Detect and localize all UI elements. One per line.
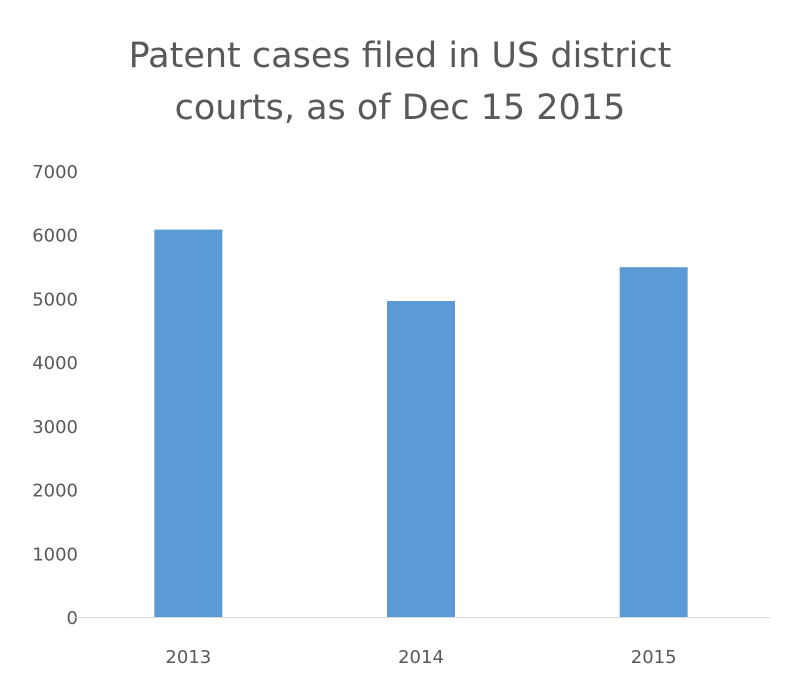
chart-title-line-2: courts, as of Dec 15 2015 bbox=[174, 88, 626, 128]
x-tick-label: 2014 bbox=[398, 647, 444, 668]
y-tick-label: 2000 bbox=[32, 481, 78, 502]
y-tick-label: 1000 bbox=[32, 544, 78, 565]
y-tick-label: 5000 bbox=[32, 289, 78, 310]
chart-title-line-1: Patent cases filed in US district bbox=[128, 36, 672, 76]
y-tick-label: 0 bbox=[67, 608, 78, 629]
x-tick-label: 2013 bbox=[165, 647, 211, 668]
y-tick-label: 6000 bbox=[32, 226, 78, 247]
bar-2013 bbox=[154, 229, 223, 618]
bar-2014 bbox=[387, 300, 455, 617]
y-tick-label: 7000 bbox=[32, 162, 78, 183]
y-tick-label: 4000 bbox=[32, 353, 78, 374]
chart-title: Patent cases filed in US district courts… bbox=[0, 30, 800, 134]
y-tick-label: 3000 bbox=[32, 417, 78, 438]
bar-2015 bbox=[619, 267, 688, 617]
x-tick-label: 2015 bbox=[631, 647, 677, 668]
